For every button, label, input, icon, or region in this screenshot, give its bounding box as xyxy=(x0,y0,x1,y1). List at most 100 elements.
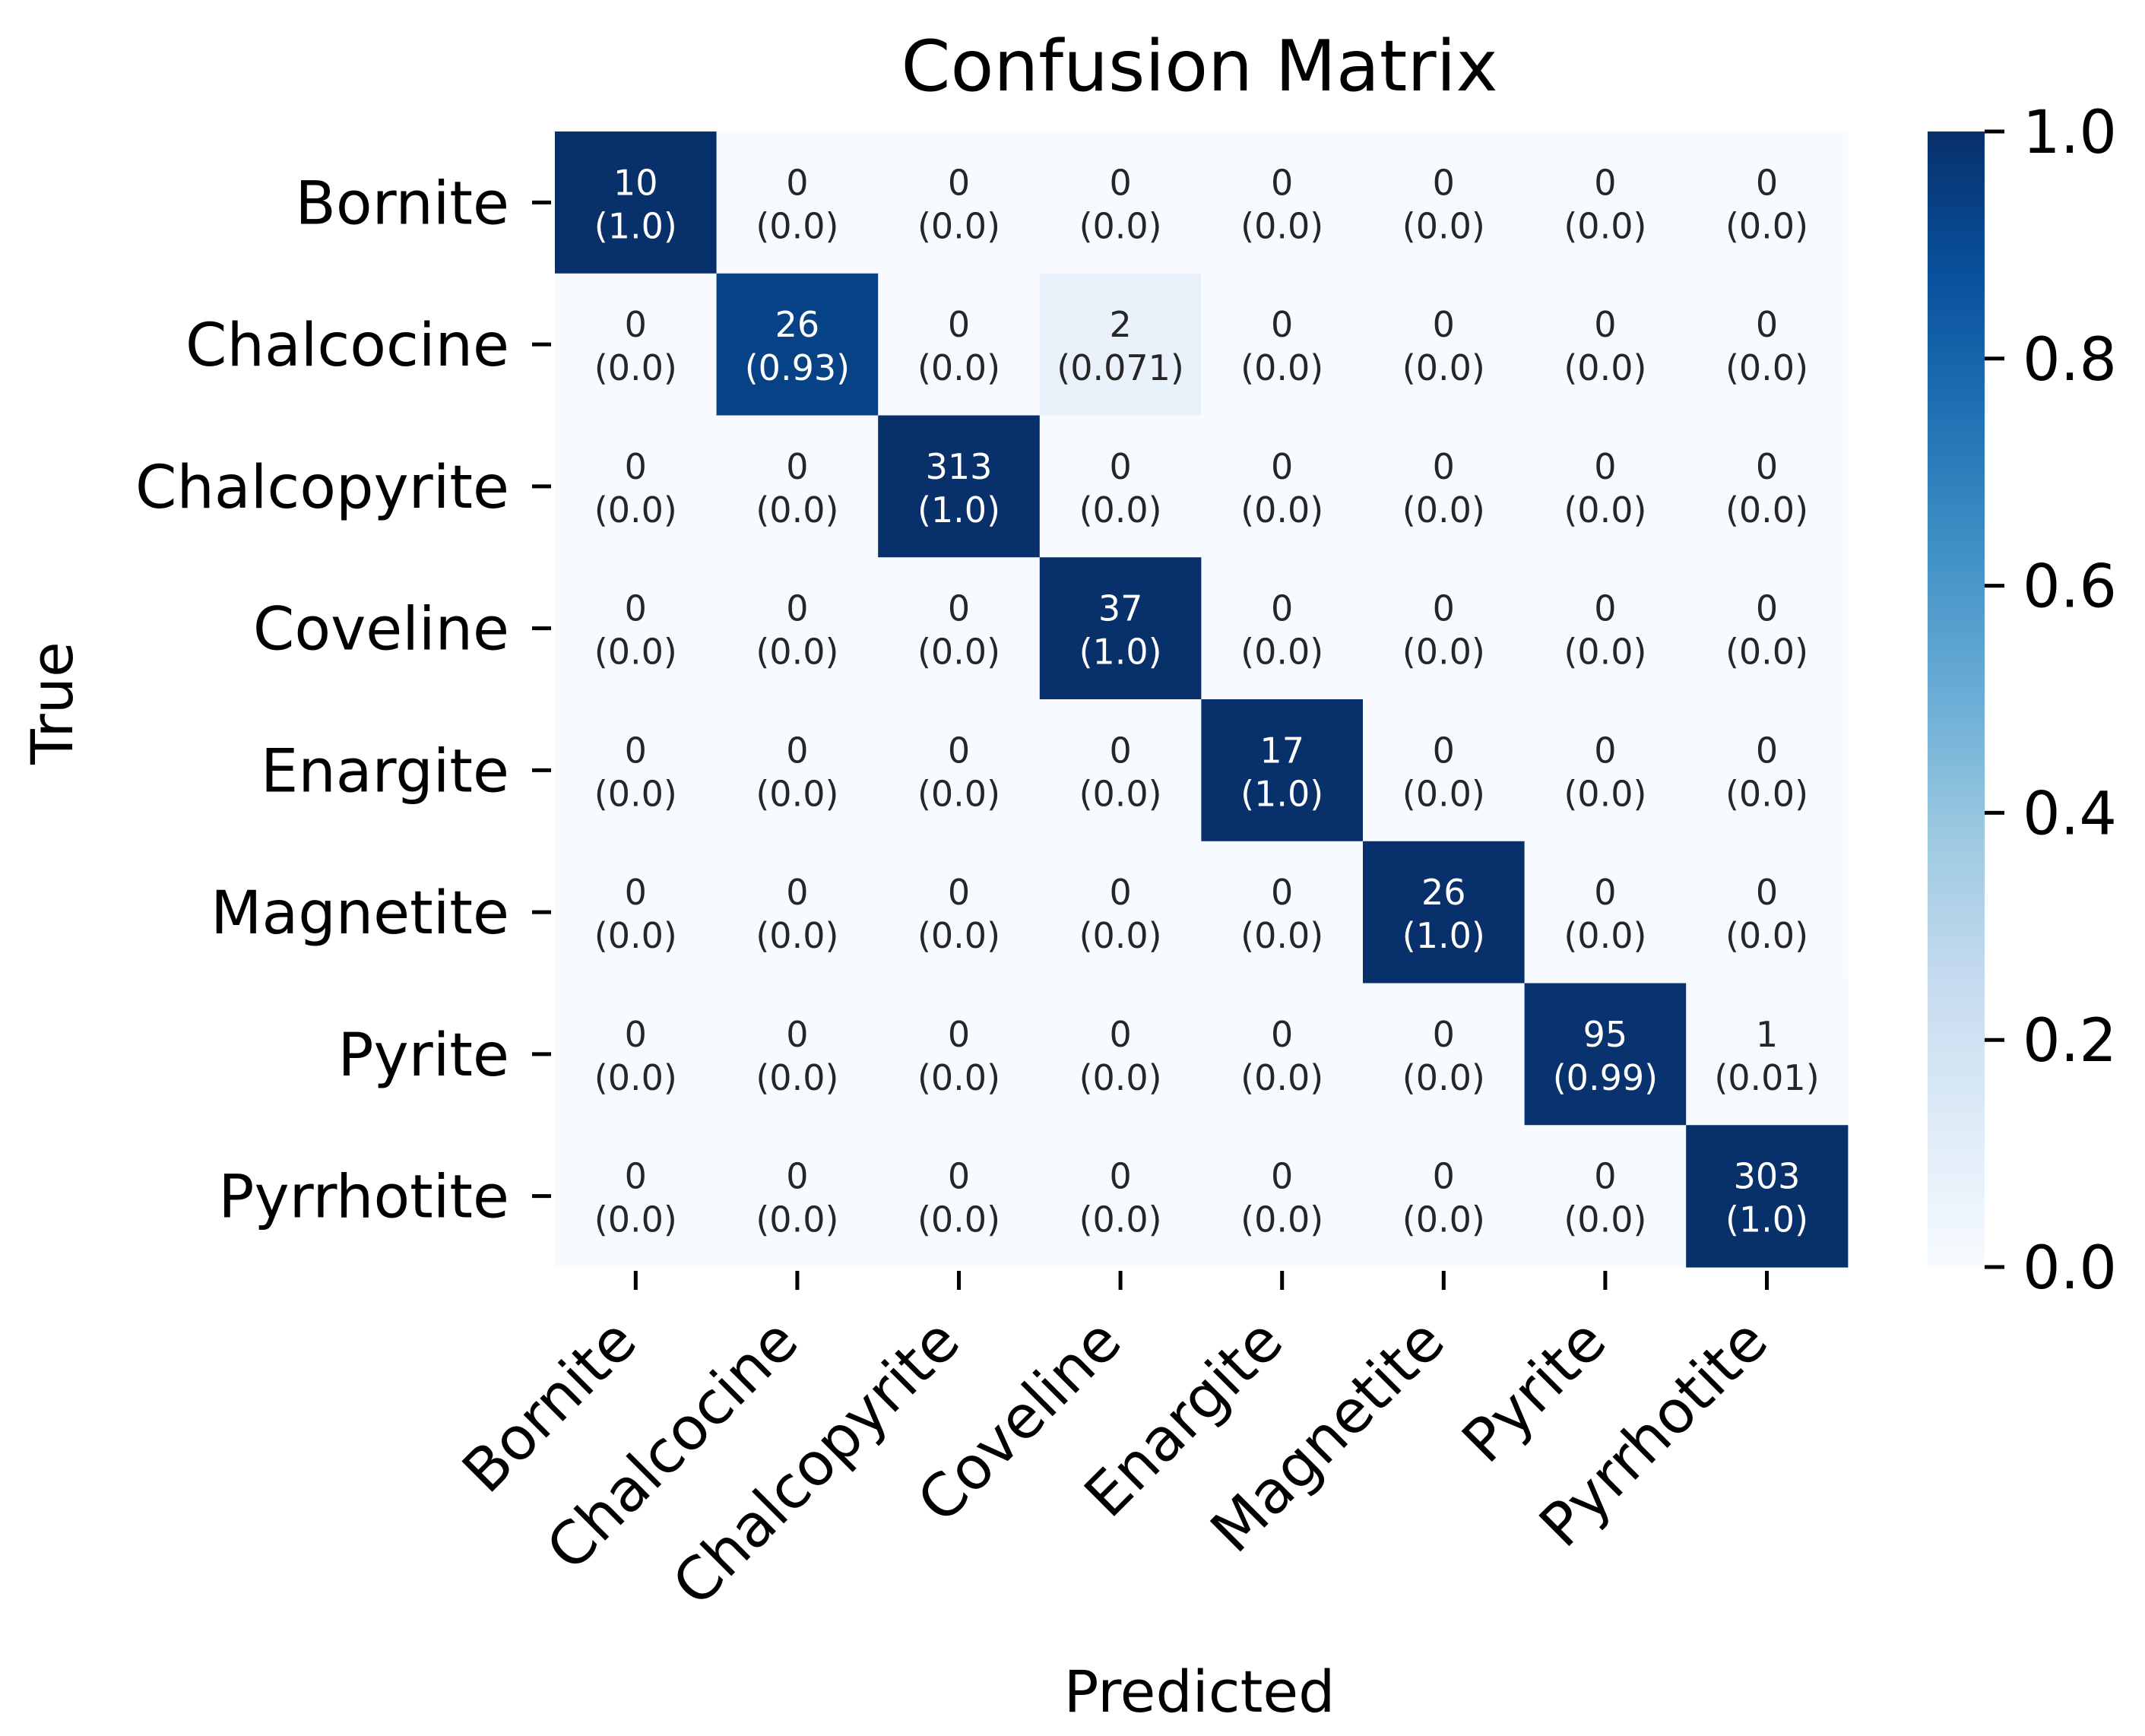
heatmap-cell xyxy=(1039,1125,1202,1268)
heatmap-cell-labels: 10(1.0)0(0.0)0(0.0)0(0.0)0(0.0)0(0.0)0(0… xyxy=(594,162,1820,1240)
heatmap-cell xyxy=(716,1125,879,1268)
cell-ratio-label: (0.0) xyxy=(1079,915,1162,956)
cell-ratio-label: (1.0) xyxy=(594,205,677,246)
cell-ratio-label: (0.0) xyxy=(1564,1199,1646,1240)
heatmap-cell xyxy=(1039,983,1202,1126)
cell-count-label: 0 xyxy=(1594,1156,1616,1197)
cell-ratio-label: (0.01) xyxy=(1714,1057,1819,1098)
cell-count-label: 0 xyxy=(1271,1156,1293,1197)
heatmap-cell xyxy=(716,841,879,984)
cell-ratio-label: (0.0) xyxy=(1564,773,1646,814)
cell-ratio-label: (0.0) xyxy=(1725,915,1808,956)
cell-ratio-label: (1.0) xyxy=(1725,1199,1808,1240)
heatmap-cell xyxy=(1363,131,1526,274)
cell-count-label: 0 xyxy=(625,304,647,345)
cell-count-label: 0 xyxy=(786,1156,808,1197)
cell-count-label: 0 xyxy=(1756,730,1778,771)
cell-count-label: 0 xyxy=(1271,162,1293,203)
cell-count-label: 0 xyxy=(625,588,647,629)
cell-count-label: 0 xyxy=(948,588,970,629)
cell-count-label: 0 xyxy=(1433,588,1455,629)
cell-count-label: 0 xyxy=(1109,872,1131,913)
cell-count-label: 0 xyxy=(1594,872,1616,913)
cell-ratio-label: (0.0) xyxy=(594,632,677,673)
heatmap-cell xyxy=(555,699,718,842)
cell-ratio-label: (0.0) xyxy=(917,347,1000,388)
cell-count-label: 0 xyxy=(1109,730,1131,771)
cell-ratio-label: (0.0) xyxy=(594,915,677,956)
cell-ratio-label: (0.99) xyxy=(1553,1057,1658,1098)
y-tick-label: Enargite xyxy=(261,737,509,806)
heatmap-cell xyxy=(1201,415,1364,558)
cell-ratio-label: (0.93) xyxy=(745,347,850,388)
cell-count-label: 0 xyxy=(1109,162,1131,203)
x-axis-ticks: BorniteChalcocineChalcopyriteCovelineEna… xyxy=(450,1271,1781,1619)
cell-ratio-label: (0.0) xyxy=(1240,1057,1323,1098)
cell-ratio-label: (0.071) xyxy=(1057,347,1184,388)
cell-count-label: 0 xyxy=(625,1156,647,1197)
cell-count-label: 0 xyxy=(1433,1156,1455,1197)
cell-ratio-label: (0.0) xyxy=(1725,489,1808,531)
heatmap-cell xyxy=(1363,841,1526,984)
cell-ratio-label: (0.0) xyxy=(1402,347,1485,388)
cell-count-label: 0 xyxy=(1271,872,1293,913)
cell-ratio-label: (0.0) xyxy=(1079,489,1162,531)
cell-ratio-label: (0.0) xyxy=(1564,632,1646,673)
cell-count-label: 0 xyxy=(1594,304,1616,345)
cell-count-label: 26 xyxy=(775,304,820,345)
heatmap-cell xyxy=(1039,557,1202,700)
heatmap-cell xyxy=(1524,1125,1687,1268)
cell-ratio-label: (0.0) xyxy=(917,1199,1000,1240)
heatmap-cell xyxy=(555,131,718,274)
heatmap-cell xyxy=(555,1125,718,1268)
heatmap-cell xyxy=(716,699,879,842)
cell-ratio-label: (0.0) xyxy=(1725,632,1808,673)
heatmap-cell xyxy=(1201,1125,1364,1268)
cell-count-label: 0 xyxy=(625,730,647,771)
cell-count-label: 17 xyxy=(1259,730,1304,771)
cell-ratio-label: (0.0) xyxy=(1079,205,1162,246)
cell-ratio-label: (0.0) xyxy=(756,915,838,956)
x-tick-label: Chalcopyrite xyxy=(660,1307,973,1620)
cell-count-label: 0 xyxy=(625,446,647,487)
cell-count-label: 0 xyxy=(1756,446,1778,487)
heatmap-cell xyxy=(1524,983,1687,1126)
cell-count-label: 0 xyxy=(1109,446,1131,487)
heatmap-cell xyxy=(1686,557,1849,700)
cell-count-label: 2 xyxy=(1109,304,1131,345)
heatmap-cell xyxy=(1524,273,1687,417)
cell-count-label: 0 xyxy=(786,872,808,913)
cell-ratio-label: (0.0) xyxy=(756,773,838,814)
heatmap-cell xyxy=(1201,557,1364,700)
cell-ratio-label: (0.0) xyxy=(756,1057,838,1098)
heatmap-cell xyxy=(1201,699,1364,842)
cell-ratio-label: (1.0) xyxy=(1240,773,1323,814)
cell-count-label: 0 xyxy=(786,162,808,203)
heatmap-cell xyxy=(1363,1125,1526,1268)
heatmap-cell xyxy=(878,131,1041,274)
cell-count-label: 0 xyxy=(948,730,970,771)
cell-count-label: 0 xyxy=(625,872,647,913)
cell-ratio-label: (0.0) xyxy=(1402,205,1485,246)
cell-ratio-label: (0.0) xyxy=(756,1199,838,1240)
heatmap-cell xyxy=(555,415,718,558)
cell-ratio-label: (0.0) xyxy=(1402,1199,1485,1240)
heatmap-cell xyxy=(1524,841,1687,984)
cell-count-label: 1 xyxy=(1756,1014,1778,1055)
colorbar-tick-label: 0.8 xyxy=(2023,326,2117,394)
cell-ratio-label: (0.0) xyxy=(1564,489,1646,531)
cell-count-label: 0 xyxy=(1433,446,1455,487)
heatmap-cell xyxy=(1363,699,1526,842)
cell-ratio-label: (0.0) xyxy=(1079,1057,1162,1098)
cell-count-label: 95 xyxy=(1583,1014,1628,1055)
cell-ratio-label: (0.0) xyxy=(1564,205,1646,246)
cell-count-label: 0 xyxy=(1594,446,1616,487)
cell-count-label: 0 xyxy=(1433,304,1455,345)
heatmap-cell xyxy=(1363,273,1526,417)
chart-title: Confusion Matrix xyxy=(901,25,1498,107)
heatmap-cell xyxy=(878,273,1041,417)
cell-count-label: 0 xyxy=(1594,162,1616,203)
heatmap-cell xyxy=(1201,841,1364,984)
cell-ratio-label: (0.0) xyxy=(1402,489,1485,531)
y-tick-label: Bornite xyxy=(295,169,509,238)
